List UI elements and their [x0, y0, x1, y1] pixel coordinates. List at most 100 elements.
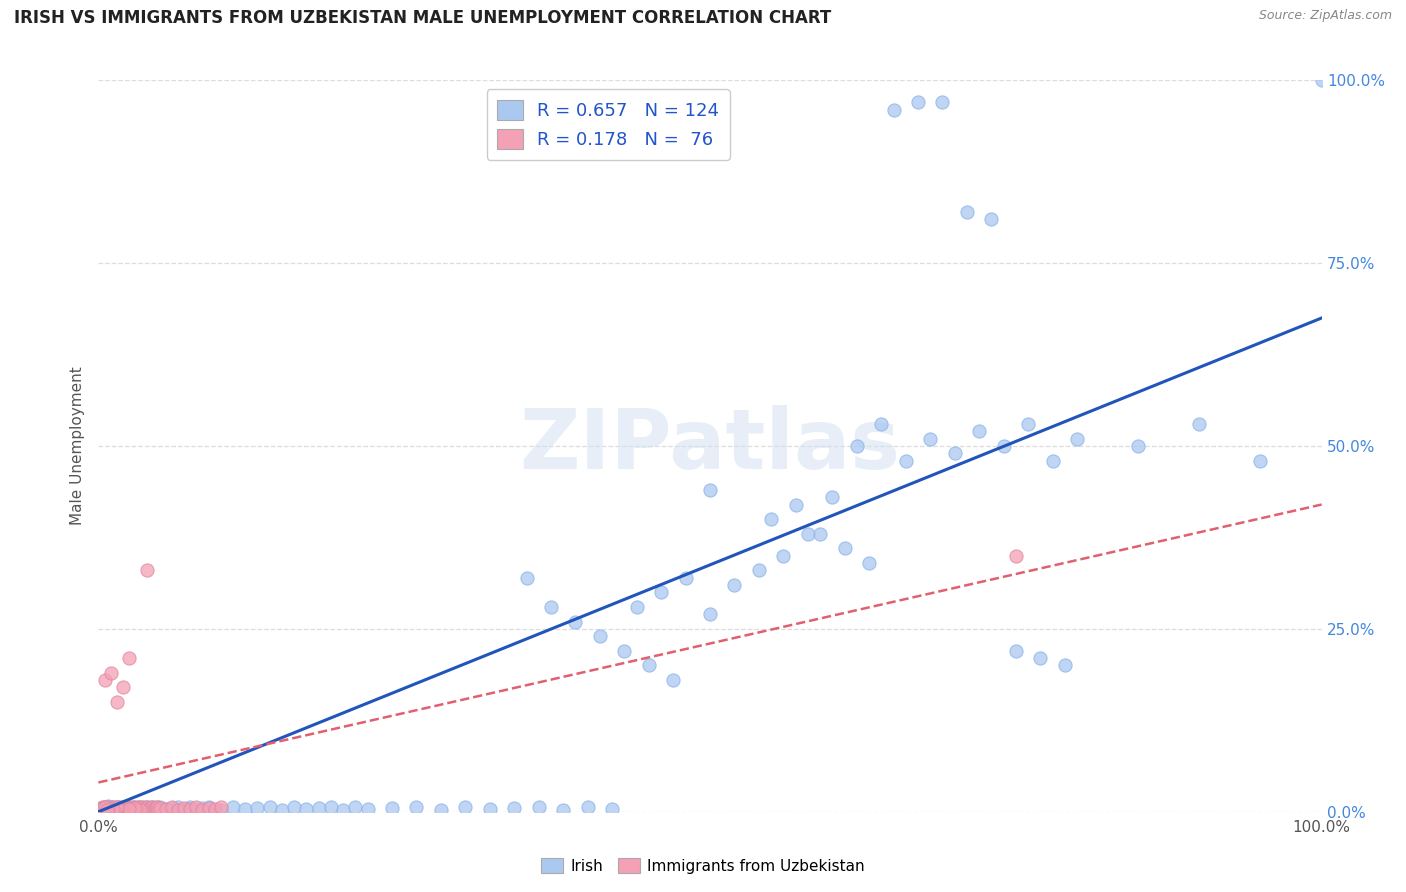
Point — [105, 802, 128, 816]
Point — [110, 799, 132, 814]
Point — [143, 802, 166, 816]
Point — [134, 801, 156, 815]
Point — [143, 801, 166, 815]
Point — [943, 446, 966, 460]
Point — [91, 802, 114, 816]
Point — [600, 802, 623, 816]
Point — [173, 801, 195, 815]
Point — [129, 802, 152, 816]
Point — [834, 541, 856, 556]
Point — [141, 800, 163, 814]
Point — [626, 599, 648, 614]
Point — [283, 800, 305, 814]
Point — [105, 800, 128, 814]
Point — [105, 695, 128, 709]
Point — [91, 800, 114, 814]
Point — [97, 800, 120, 814]
Point — [662, 673, 685, 687]
Point — [139, 799, 162, 814]
Point — [121, 799, 143, 814]
Point — [128, 803, 150, 817]
Point — [675, 571, 697, 585]
Point — [120, 802, 142, 816]
Point — [90, 801, 112, 815]
Point — [993, 439, 1015, 453]
Point — [1017, 417, 1039, 431]
Point — [246, 801, 269, 815]
Point — [125, 802, 148, 816]
Point — [112, 803, 135, 817]
Point — [149, 800, 172, 814]
Point — [120, 801, 142, 815]
Point — [160, 800, 183, 814]
Point — [870, 417, 893, 431]
Point — [540, 599, 562, 614]
Point — [96, 803, 118, 817]
Point — [699, 607, 721, 622]
Point — [129, 801, 152, 815]
Point — [98, 803, 121, 817]
Point — [104, 801, 127, 815]
Point — [209, 803, 232, 817]
Point — [772, 549, 794, 563]
Point — [638, 658, 661, 673]
Point — [197, 801, 219, 815]
Point — [98, 803, 121, 817]
Point — [699, 483, 721, 497]
Point — [845, 439, 868, 453]
Point — [122, 803, 145, 817]
Point — [148, 803, 170, 817]
Point — [527, 799, 550, 814]
Point — [155, 802, 177, 816]
Point — [1004, 644, 1026, 658]
Point — [129, 803, 152, 817]
Point — [90, 801, 112, 815]
Point — [381, 801, 404, 815]
Point — [136, 800, 159, 814]
Point — [121, 800, 143, 814]
Point — [100, 800, 122, 814]
Point — [920, 432, 942, 446]
Point — [894, 453, 917, 467]
Point — [108, 803, 131, 817]
Point — [124, 800, 146, 814]
Point — [204, 802, 226, 816]
Point — [101, 802, 124, 816]
Point — [478, 802, 501, 816]
Point — [136, 563, 159, 577]
Point — [112, 802, 135, 816]
Point — [167, 803, 190, 817]
Point — [319, 799, 342, 814]
Point — [129, 800, 152, 814]
Point — [1066, 432, 1088, 446]
Point — [134, 799, 156, 814]
Point — [179, 800, 201, 814]
Point — [222, 800, 245, 814]
Point — [515, 571, 537, 585]
Point — [97, 798, 120, 813]
Point — [576, 800, 599, 814]
Point — [91, 799, 114, 814]
Y-axis label: Male Unemployment: Male Unemployment — [70, 367, 86, 525]
Point — [122, 803, 145, 817]
Point — [956, 205, 979, 219]
Point — [797, 526, 820, 541]
Point — [146, 800, 169, 814]
Point — [96, 801, 118, 815]
Point — [145, 801, 167, 815]
Point — [1029, 651, 1052, 665]
Text: ZIPatlas: ZIPatlas — [520, 406, 900, 486]
Point — [1053, 658, 1076, 673]
Point — [93, 803, 115, 817]
Point — [1042, 453, 1064, 467]
Point — [117, 800, 139, 814]
Point — [107, 802, 129, 816]
Point — [93, 800, 115, 814]
Point — [723, 578, 745, 592]
Point — [127, 800, 149, 814]
Point — [115, 802, 138, 816]
Point — [101, 800, 124, 814]
Point — [209, 800, 232, 814]
Point — [103, 799, 125, 814]
Point — [136, 800, 159, 814]
